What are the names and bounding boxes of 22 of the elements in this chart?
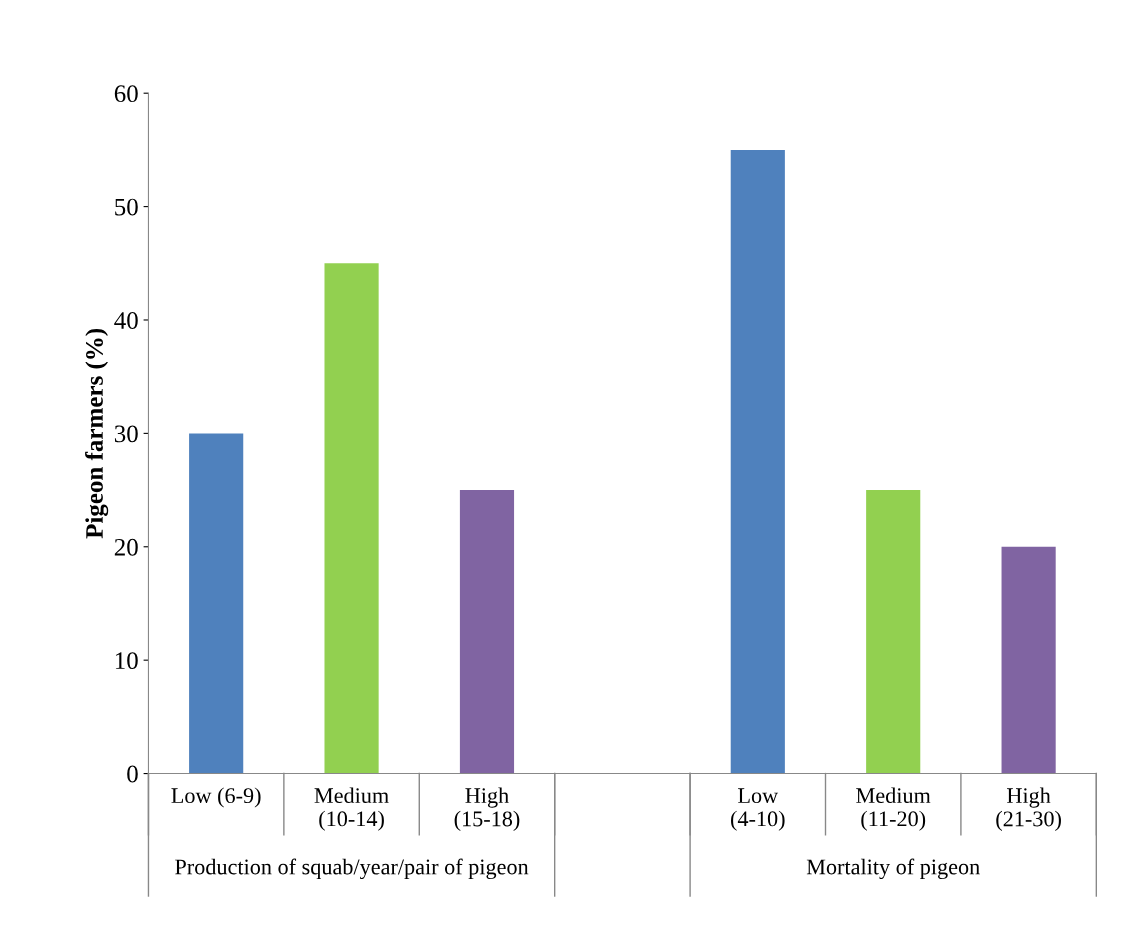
y-axis-title: Pigeon farmers (%) xyxy=(85,328,109,539)
text: Production of squab/year/pair of pigeon xyxy=(175,858,529,880)
bar xyxy=(459,490,515,774)
x-tick-label: Low (6-9) xyxy=(171,787,261,808)
bar xyxy=(189,433,244,774)
y-tick-label: 60 xyxy=(114,85,138,103)
bar xyxy=(730,149,785,774)
text: Mortality of pigeon xyxy=(806,858,980,880)
x-tick-label: Medium (11-20) xyxy=(856,787,931,831)
y-tick-label: 40 xyxy=(114,312,138,329)
y-tick-label: 20 xyxy=(114,538,138,556)
x-tick-label: Low (4-10) xyxy=(731,788,785,831)
bar xyxy=(324,263,379,774)
x-tick-label: High (15-18) xyxy=(454,787,520,831)
y-tick-label: 0 xyxy=(127,765,138,783)
y-tick-label: 10 xyxy=(115,652,138,670)
bar xyxy=(1001,546,1056,774)
y-tick-label: 50 xyxy=(115,198,138,216)
x-tick-label: High (21-30) xyxy=(996,787,1061,831)
y-tick-label: 30 xyxy=(114,425,138,443)
x-tick-label: Medium (10-14) xyxy=(314,787,389,831)
bar xyxy=(866,490,921,774)
